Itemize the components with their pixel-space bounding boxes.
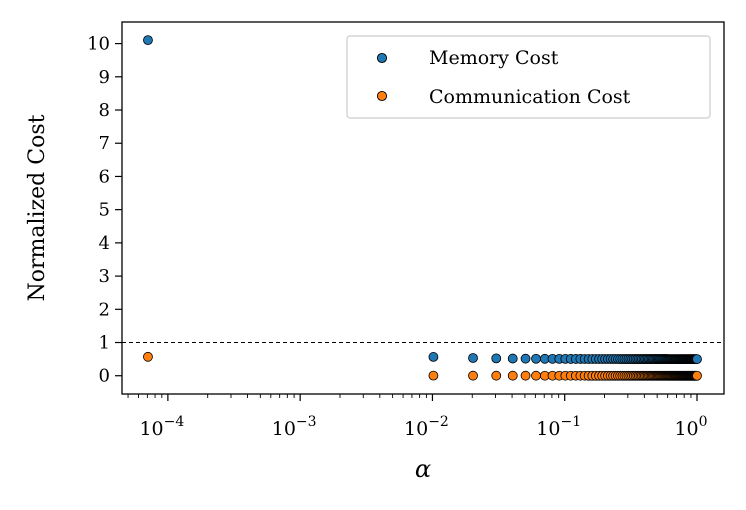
y-tick-label: 3 [99,266,110,287]
point-communication [143,351,153,362]
y-tick-label: 7 [99,133,110,154]
legend: Memory Cost Communication Cost [346,35,711,119]
legend-box [346,35,711,119]
point-communication [531,370,541,381]
y-tick-label: 2 [99,299,110,320]
x-tick-label: 10−3 [272,414,317,440]
axes-frame [121,21,725,395]
y-axis-label: Normalized Cost [25,114,50,301]
point-memory [531,353,541,364]
point-communication [507,370,518,381]
point-communication [491,370,502,381]
point-memory [507,353,518,364]
legend-marker-communication [376,90,388,102]
x-tick-label: 100 [674,414,707,440]
point-memory [468,353,478,363]
point-communication [692,370,702,381]
point-communication [428,370,439,381]
y-tick-label: 5 [99,200,110,221]
y-tick-label: 6 [99,166,110,187]
point-memory [692,354,702,365]
y-tick-label: 10 [87,34,110,55]
point-memory [491,353,502,364]
x-tick-label: 10−4 [139,414,184,440]
point-memory [520,353,531,364]
x-tick-label: 10−1 [536,414,581,440]
y-tick-label: 8 [99,100,110,121]
y-tick-label: 4 [99,233,110,254]
legend-label-communication: Communication Cost [429,86,631,108]
y-tick-label: 0 [99,366,110,387]
legend-label-memory: Memory Cost [429,47,559,69]
y-tick-label: 1 [99,333,110,354]
x-tick-label: 10−2 [404,414,449,440]
legend-marker-memory [376,52,388,64]
point-communication [468,370,478,381]
x-axis-label: α [415,455,431,483]
point-memory [428,352,439,362]
point-communication [520,370,531,381]
y-tick-label: 9 [99,67,110,88]
point-memory [143,35,153,46]
